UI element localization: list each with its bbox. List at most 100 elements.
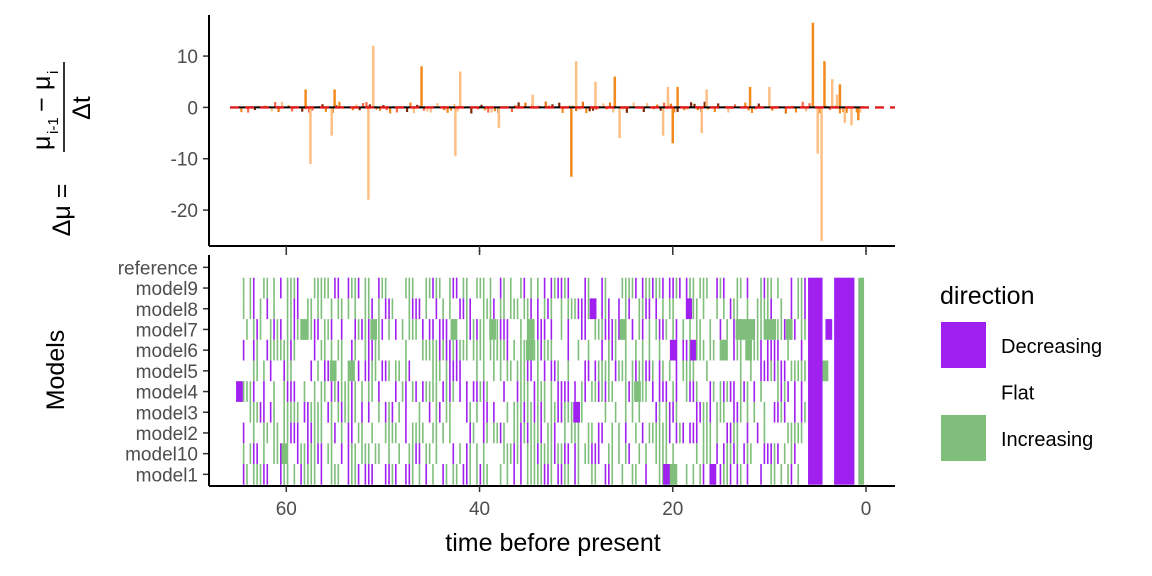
heatmap-cell (723, 381, 725, 402)
heatmap-cell (293, 277, 296, 299)
heatmap-cell (310, 401, 313, 423)
heatmap-cell (790, 298, 793, 320)
heatmap-block (300, 319, 309, 340)
heatmap-cell (273, 339, 275, 361)
heatmap-cell (577, 443, 580, 464)
x-tick-label: 40 (469, 499, 490, 520)
heatmap-cell (706, 360, 708, 382)
heatmap-cell (418, 401, 421, 423)
heatmap-cell (466, 464, 468, 485)
heatmap-cell (482, 422, 485, 444)
heatmap-cell (800, 277, 803, 299)
heatmap-cell (526, 319, 529, 340)
heatmap-cell (273, 298, 275, 320)
heatmap-cell (584, 298, 586, 320)
heatmap-block (281, 443, 289, 464)
heatmap-block (329, 360, 337, 382)
heatmap-cell (624, 339, 627, 361)
heatmap-cell (557, 443, 559, 464)
heatmap-cell (597, 360, 600, 382)
heatmap-cell (354, 277, 357, 299)
heatmap-cell (405, 339, 407, 361)
heatmap-cell (702, 277, 705, 299)
heatmap-cell (658, 339, 661, 361)
y-tick-label: 10 (177, 47, 198, 68)
heatmap-cell (760, 319, 762, 340)
heatmap-cell (766, 277, 769, 299)
heatmap-cell (719, 339, 722, 361)
heatmap-cell (293, 339, 296, 361)
heatmap-cell (357, 360, 360, 382)
heatmap-cell (777, 319, 779, 340)
heatmap-cell (280, 277, 282, 299)
heatmap-cell (394, 464, 397, 485)
heatmap-cell (746, 298, 749, 320)
heatmap-cell (435, 360, 438, 382)
heatmap-cell (641, 298, 644, 320)
heatmap-cell (526, 298, 529, 320)
heatmap-cell (780, 360, 783, 382)
heatmap-cell (800, 339, 803, 361)
heatmap-cell (364, 360, 367, 382)
heatmap-cell (618, 443, 620, 464)
heatmap-cell (601, 339, 603, 361)
heatmap-cell (408, 277, 411, 299)
heatmap-cell (520, 319, 522, 340)
legend-label: Flat (1001, 383, 1035, 405)
heatmap-cell (756, 339, 759, 361)
heatmap-cell (259, 319, 262, 340)
heatmap-cell (628, 443, 630, 464)
heatmap-cell (445, 401, 448, 423)
heatmap-cell (479, 381, 482, 402)
heatmap-cell (503, 298, 505, 320)
heatmap-cell (547, 298, 549, 320)
heatmap-cell (702, 339, 705, 361)
heatmap-cell (530, 298, 532, 320)
heatmap-cell (543, 464, 546, 485)
row-label: model2 (136, 424, 198, 445)
heatmap-cell (631, 401, 634, 423)
heatmap-cell (689, 277, 691, 299)
heatmap-cell (364, 298, 367, 320)
heatmap-cell (685, 381, 688, 402)
heatmap-block (370, 319, 378, 340)
heatmap-cell (726, 319, 728, 340)
y-title-num-mu1: μ (28, 136, 56, 150)
heatmap-cell (570, 401, 573, 423)
heatmap-cell (787, 422, 789, 444)
heatmap-cell (286, 464, 289, 485)
heatmap-cell (266, 464, 269, 485)
heatmap-cell (435, 401, 438, 423)
heatmap-cell (479, 319, 482, 340)
heatmap-cell (628, 381, 630, 402)
heatmap-cell (739, 277, 742, 299)
heatmap-cell (317, 277, 319, 299)
heatmap-cell (604, 319, 607, 340)
heatmap-cell (269, 401, 272, 423)
heatmap-cell (486, 422, 488, 444)
heatmap-cell (766, 298, 769, 320)
heatmap-cell (780, 401, 783, 423)
heatmap-cell (516, 360, 519, 382)
heatmap-cell (739, 381, 742, 402)
heatmap-cell (425, 443, 428, 464)
heatmap-cell (381, 319, 384, 340)
heatmap-cell (648, 277, 651, 299)
heatmap-cell (533, 422, 536, 444)
heatmap-cell (726, 443, 728, 464)
heatmap-cell (256, 464, 258, 485)
heatmap-cell (763, 443, 766, 464)
heatmap-cell (624, 381, 627, 402)
heatmap-cell (405, 422, 407, 444)
heatmap-cell (330, 464, 333, 485)
heatmap-block (745, 339, 753, 361)
heatmap-cell (800, 401, 803, 423)
heatmap-cell (685, 339, 688, 361)
heatmap-cell (432, 277, 434, 299)
heatmap-cell (739, 339, 742, 361)
heatmap-cell (638, 360, 641, 382)
heatmap-cell (692, 464, 695, 485)
heatmap-cell (425, 464, 428, 485)
heatmap-cell (699, 277, 701, 299)
heatmap-cell (783, 443, 786, 464)
